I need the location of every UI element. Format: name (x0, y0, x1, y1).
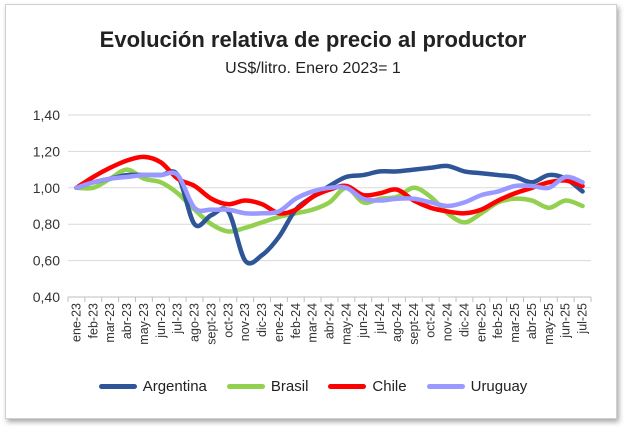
x-tick-label: may-23 (137, 303, 151, 345)
x-tick-label: feb-23 (86, 303, 100, 338)
x-tick-label: ene-23 (69, 303, 83, 342)
legend-label: Chile (372, 378, 407, 395)
x-tick-label: nov-24 (441, 303, 455, 341)
x-tick-label: nov-23 (238, 303, 252, 341)
legend-label: Argentina (142, 378, 207, 395)
x-tick-label: ago-24 (390, 303, 404, 342)
legend-swatch (328, 384, 367, 389)
x-tick-label: may-24 (339, 303, 353, 345)
x-tick-label: abr-24 (323, 303, 337, 339)
legend-item-uruguay: Uruguay (426, 378, 528, 395)
chart-subtitle: US$/litro. Enero 2023= 1 (225, 60, 401, 77)
x-tick-label: jun-23 (154, 303, 168, 339)
x-tick-label: ene-25 (474, 303, 488, 342)
x-tick-label: abr-23 (120, 303, 134, 339)
legend-label: Uruguay (470, 378, 528, 395)
x-tick-label: sept-23 (204, 303, 218, 345)
x-tick-label: feb-24 (289, 303, 303, 338)
y-tick-label: 0,60 (33, 253, 60, 269)
x-tick-label: mar-23 (103, 303, 117, 343)
y-tick-label: 1,40 (33, 107, 60, 123)
x-tick-label: mar-24 (306, 303, 320, 343)
legend-item-chile: Chile (328, 378, 407, 395)
x-tick-label: jun-25 (559, 303, 573, 339)
legend-label: Brasil (270, 378, 309, 395)
x-tick-label: feb-25 (491, 303, 505, 338)
y-tick-label: 0,40 (33, 289, 60, 305)
x-tick-label: jul-23 (171, 303, 185, 335)
x-tick-label: may-25 (542, 303, 556, 345)
x-tick-label: dic-24 (457, 303, 471, 337)
x-tick-label: jul-24 (373, 303, 387, 335)
y-tick-label: 1,00 (33, 180, 60, 196)
x-tick-label: jun-24 (356, 303, 370, 339)
x-tick-label: jul-25 (576, 303, 590, 335)
y-tick-label: 1,20 (33, 143, 60, 159)
x-tick-label: ago-23 (188, 303, 202, 342)
chart-legend: Argentina Brasil Chile Uruguay (0, 378, 626, 395)
x-tick-label: dic-23 (255, 303, 269, 337)
chart-title: Evolución relativa de precio al producto… (99, 27, 527, 52)
x-tick-label: oct-24 (424, 303, 438, 338)
x-tick-label: oct-23 (221, 303, 235, 338)
x-tick-label: abr-25 (525, 303, 539, 339)
x-tick-label: sept-24 (407, 303, 421, 345)
legend-swatch (98, 384, 137, 389)
x-tick-label: mar-25 (508, 303, 522, 343)
legend-item-argentina: Argentina (98, 378, 207, 395)
y-tick-label: 0,80 (33, 216, 60, 232)
x-tick-label: ene-24 (272, 303, 286, 342)
series-line-uruguay (74, 170, 585, 216)
series-line-brasil (74, 167, 585, 234)
legend-swatch (426, 384, 465, 389)
legend-item-brasil: Brasil (226, 378, 309, 395)
legend-swatch (226, 384, 265, 389)
